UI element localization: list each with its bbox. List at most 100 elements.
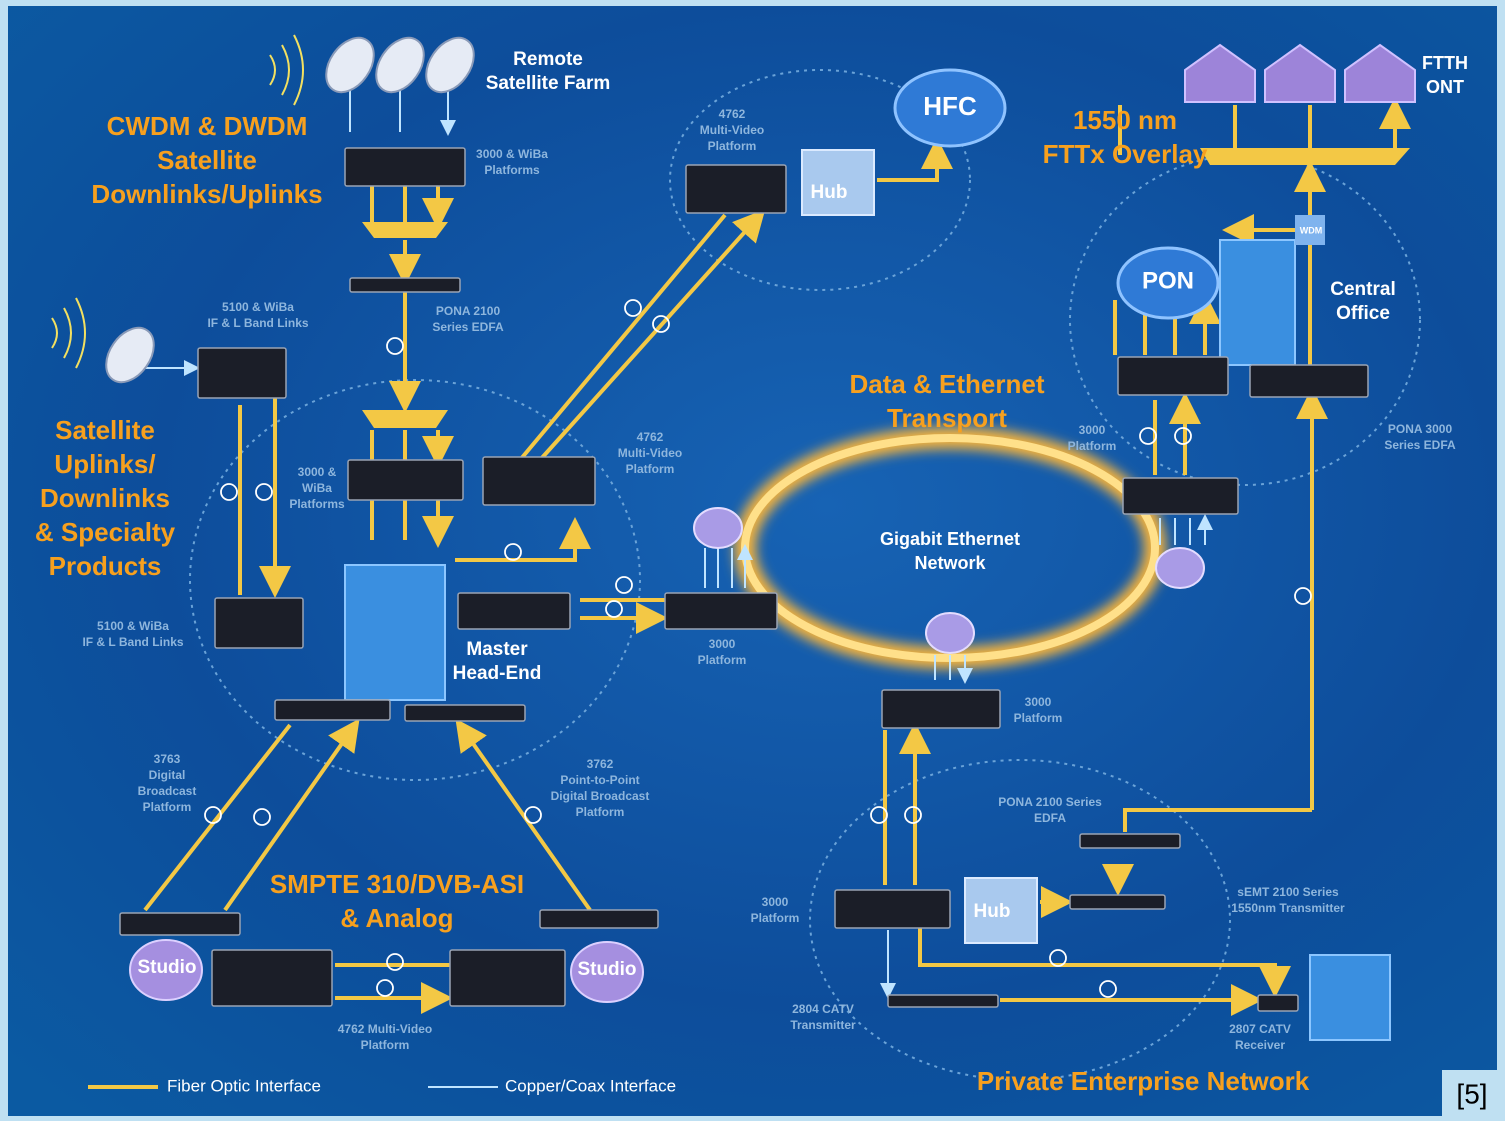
label: Master (466, 639, 528, 660)
label: Hub (974, 901, 1011, 922)
device-label: 5100 & WiBa (222, 300, 294, 314)
legend-copper: Copper/Coax Interface (505, 1076, 676, 1095)
device (1118, 357, 1228, 395)
device (450, 950, 565, 1006)
device (212, 950, 332, 1006)
heading: Satellite (157, 145, 257, 175)
heading: 1550 nm (1073, 105, 1177, 135)
device-label: 3000 (1025, 695, 1052, 709)
device-label: 2807 CATV (1229, 1022, 1291, 1036)
device-label: PONA 3000 (1388, 422, 1453, 436)
combiner (362, 222, 448, 238)
device (540, 910, 658, 928)
device (345, 148, 465, 186)
device-label: 3762 (587, 757, 614, 771)
device (1250, 365, 1368, 397)
device (882, 690, 1000, 728)
heading: CWDM & DWDM (107, 111, 308, 141)
device-label: Digital Broadcast (551, 789, 650, 803)
device-label: Platforms (289, 497, 345, 511)
device (1070, 895, 1165, 909)
heading: Data & Ethernet (849, 369, 1044, 399)
label: ONT (1426, 77, 1464, 97)
device (458, 593, 570, 629)
device (405, 705, 525, 721)
device-label: Broadcast (138, 784, 197, 798)
label: Head-End (453, 663, 542, 684)
combiner (362, 410, 448, 428)
heading: Downlinks/Uplinks (91, 179, 322, 209)
device-label: 3000 (709, 637, 736, 651)
device-label: 3763 (154, 752, 181, 766)
device-label: 1550nm Transmitter (1231, 901, 1345, 915)
label: Gigabit Ethernet (880, 529, 1020, 549)
device-label: 3000 (762, 895, 789, 909)
device (1258, 995, 1298, 1011)
wdm-bar (1200, 148, 1410, 165)
diagram: Fiber Optic Interface Copper/Coax Interf… (0, 0, 1505, 1121)
heading: FTTx Overlay (1043, 139, 1208, 169)
device-label: sEMT 2100 Series (1237, 885, 1339, 899)
device-label: PONA 2100 (436, 304, 501, 318)
footnote: [5] (1456, 1078, 1487, 1109)
label: Office (1336, 303, 1390, 324)
page: Fiber Optic Interface Copper/Coax Interf… (0, 0, 1505, 1121)
device-label: Multi-Video (700, 123, 764, 137)
label: Central (1330, 279, 1395, 300)
label: Remote (513, 49, 583, 70)
device-label: WiBa (302, 481, 332, 495)
device-label: EDFA (1034, 811, 1066, 825)
device-label: 4762 (637, 430, 664, 444)
heading: Transport (887, 403, 1007, 433)
legend-fiber: Fiber Optic Interface (167, 1076, 321, 1095)
device (1123, 478, 1238, 514)
device (350, 278, 460, 292)
label: Satellite Farm (486, 73, 611, 94)
device-label: Series EDFA (1384, 438, 1456, 452)
device (215, 598, 303, 648)
device-label: Digital (149, 768, 186, 782)
label: Network (914, 553, 986, 573)
device (275, 700, 390, 720)
device-label: Platforms (484, 163, 540, 177)
label: HFC (923, 91, 977, 121)
device-label: Platform (751, 911, 800, 925)
label: PON (1142, 267, 1194, 294)
label: Hub (811, 182, 848, 203)
device (120, 913, 240, 935)
device (665, 593, 777, 629)
device-label: Point-to-Point (560, 773, 639, 787)
label: FTTH (1422, 53, 1468, 73)
device (1080, 834, 1180, 848)
heading: Downlinks (40, 483, 170, 513)
label: Studio (137, 957, 196, 978)
heading: & Specialty (35, 517, 176, 547)
label: Studio (577, 959, 636, 980)
device-label: Platform (361, 1038, 410, 1052)
device (888, 995, 998, 1007)
device-label: 4762 (719, 107, 746, 121)
device-label: Platform (708, 139, 757, 153)
device-label: Platform (698, 653, 747, 667)
device-label: 3000 & (298, 465, 337, 479)
heading: & Analog (340, 903, 453, 933)
device-label: Receiver (1235, 1038, 1285, 1052)
heading: Satellite (55, 415, 155, 445)
device-label: Multi-Video (618, 446, 682, 460)
heading: SMPTE 310/DVB-ASI (270, 869, 524, 899)
device-label: Platform (1068, 439, 1117, 453)
device-label: 2804 CATV (792, 1002, 854, 1016)
label: WDM (1300, 225, 1323, 235)
device-label: 3000 (1079, 423, 1106, 437)
heading: Products (49, 551, 162, 581)
device-label: Platform (576, 805, 625, 819)
device-label: PONA 2100 Series (998, 795, 1102, 809)
device-label: 5100 & WiBa (97, 619, 169, 633)
device (686, 165, 786, 213)
device-label: Platform (143, 800, 192, 814)
device (835, 890, 950, 928)
device-label: IF & L Band Links (82, 635, 183, 649)
device-label: Series EDFA (432, 320, 504, 334)
heading: Private Enterprise Network (977, 1066, 1310, 1096)
device-label: Platform (626, 462, 675, 476)
